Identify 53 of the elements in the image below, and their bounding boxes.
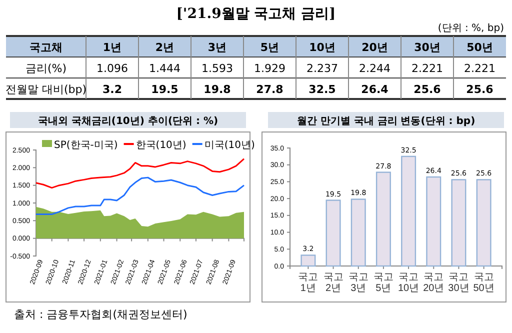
data-label: 27.8 (256, 83, 284, 96)
category-label: 5년 (260, 41, 280, 54)
data-label: 1.929 (254, 62, 286, 75)
category-label: 20년 (362, 41, 388, 54)
x-tick-label: 국고 10년 (398, 272, 420, 294)
data-label: 32.5 (308, 83, 336, 96)
data-label: 26.4 (361, 83, 389, 96)
x-tick-label: 국고 20년 (423, 272, 444, 294)
data-label: 1.096 (96, 62, 128, 75)
text: (단위 : %, bp) (438, 23, 504, 34)
chart-title: 국내외 국채금리(10년) 추이(단위 : %) (38, 116, 218, 127)
x-tick-label: 국고 50년 (473, 272, 494, 294)
x-tick-label: 국고 30년 (448, 272, 470, 294)
text: 금리(%) (25, 62, 67, 75)
data-label: 25.6 (466, 83, 494, 96)
legend-label: 미국(10년) (204, 140, 255, 151)
x-tick-label: 국고 5년 (373, 272, 394, 294)
category-label: 30년 (414, 41, 440, 54)
line-series (35, 158, 245, 189)
source-note: 출처 : 금융투자협회(채권정보센터) (14, 308, 188, 321)
data-label: 3.2 (102, 83, 122, 96)
category-label: 50년 (466, 41, 493, 54)
data-label: 2.221 (412, 62, 443, 75)
data-label: 19.5 (151, 83, 178, 96)
x-tick-label: 국고 1년 (298, 272, 318, 294)
bar (300, 254, 316, 267)
category-label: 3년 (208, 41, 227, 54)
text: 국고채 (30, 41, 62, 54)
data-label: 2.221 (464, 62, 496, 75)
bar (401, 156, 416, 267)
text: ['21.9월말 국고채 금리] (176, 6, 336, 22)
bar (451, 179, 466, 267)
bar (476, 179, 492, 267)
bar (426, 176, 442, 267)
line-series (35, 176, 245, 216)
data-label: 1.593 (202, 62, 233, 75)
category-label: 10년 (309, 41, 336, 54)
x-tick-label: 국고 2년 (323, 272, 344, 294)
category-label: 2년 (155, 41, 174, 54)
legend-label: SP(한국-미국) (54, 140, 118, 151)
bar (326, 200, 341, 267)
x-tick-label: 국고 3년 (348, 272, 368, 294)
data-label: 2.244 (359, 62, 390, 75)
legend-label: 한국(10년) (136, 140, 186, 151)
data-label: 25.6 (414, 83, 442, 96)
data-label: 19.8 (204, 83, 231, 96)
chart-title: 월간 만기별 국내 금리 변동(단위 : bp) (296, 116, 476, 127)
bar (376, 172, 391, 267)
text: 전월말 대비(bp) (5, 83, 87, 96)
bar (350, 198, 366, 267)
data-label: 1.444 (149, 62, 180, 75)
category-label: 1년 (102, 41, 122, 54)
data-label: 2.237 (306, 62, 338, 75)
